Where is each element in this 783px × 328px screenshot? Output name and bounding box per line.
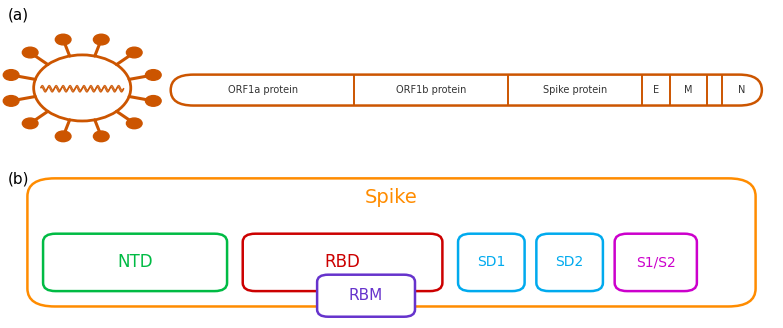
Circle shape — [3, 95, 19, 106]
Circle shape — [146, 95, 161, 106]
Text: Spike protein: Spike protein — [543, 85, 607, 95]
FancyBboxPatch shape — [43, 234, 227, 291]
Text: E: E — [653, 85, 659, 95]
Text: M: M — [684, 85, 693, 95]
FancyBboxPatch shape — [243, 234, 442, 291]
Circle shape — [23, 118, 38, 129]
Text: ORF1a protein: ORF1a protein — [228, 85, 298, 95]
Text: SD2: SD2 — [555, 256, 584, 269]
FancyBboxPatch shape — [536, 234, 603, 291]
Text: S1/S2: S1/S2 — [636, 256, 676, 269]
Circle shape — [146, 70, 161, 80]
FancyBboxPatch shape — [317, 275, 415, 317]
Circle shape — [126, 47, 142, 58]
Circle shape — [126, 118, 142, 129]
Text: RBM: RBM — [349, 288, 383, 303]
FancyBboxPatch shape — [458, 234, 525, 291]
Text: (a): (a) — [8, 8, 29, 23]
Circle shape — [23, 47, 38, 58]
Text: NTD: NTD — [117, 254, 153, 271]
FancyBboxPatch shape — [615, 234, 697, 291]
FancyBboxPatch shape — [171, 75, 762, 106]
Text: Spike: Spike — [365, 188, 418, 207]
Circle shape — [93, 131, 109, 142]
FancyBboxPatch shape — [27, 178, 756, 306]
Circle shape — [93, 34, 109, 45]
Text: ORF1b protein: ORF1b protein — [396, 85, 466, 95]
Text: N: N — [738, 85, 745, 95]
Circle shape — [56, 34, 71, 45]
Circle shape — [34, 55, 131, 121]
Circle shape — [56, 131, 71, 142]
Text: (b): (b) — [8, 172, 29, 187]
Text: SD1: SD1 — [477, 256, 506, 269]
Text: RBD: RBD — [325, 254, 360, 271]
Circle shape — [3, 70, 19, 80]
